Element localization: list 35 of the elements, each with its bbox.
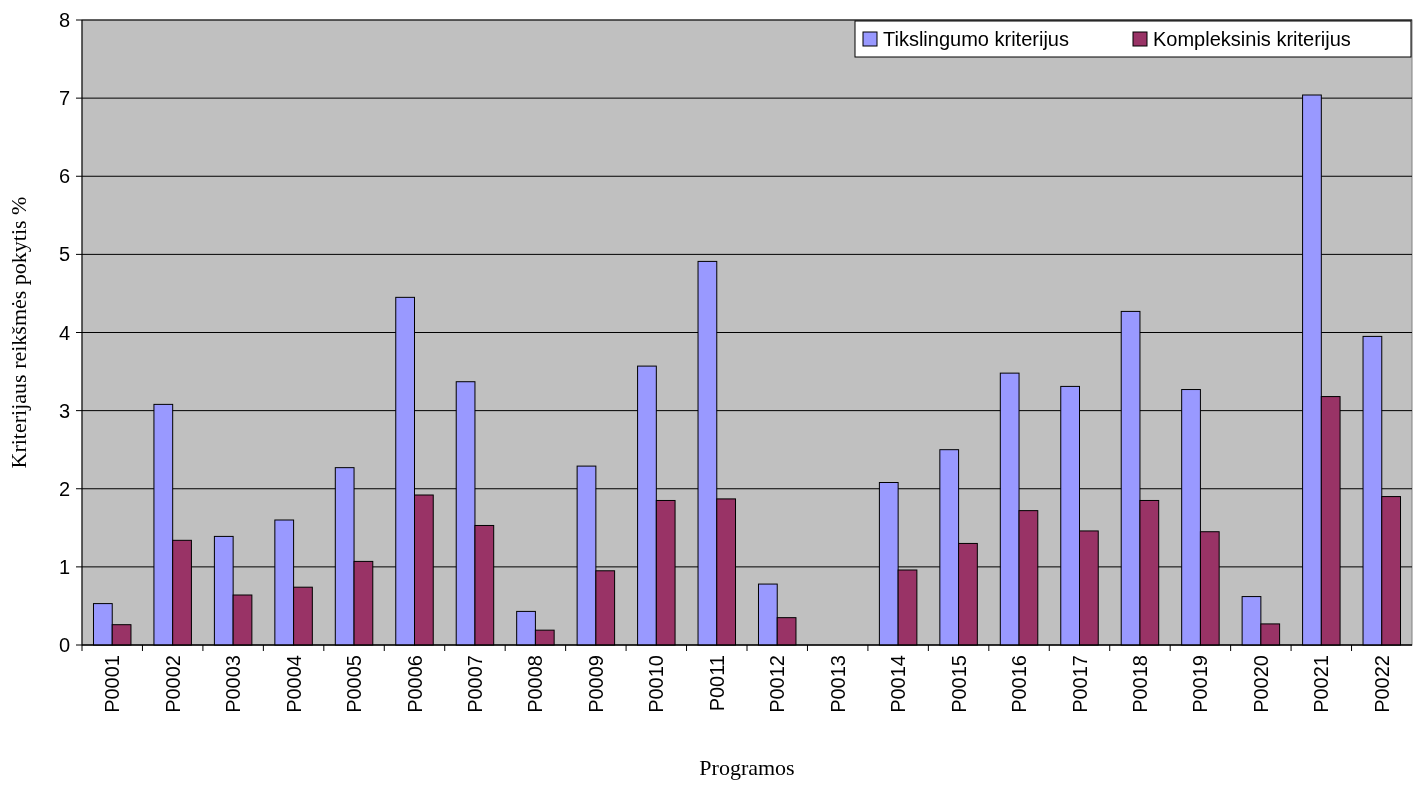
y-tick-label: 8 [58, 9, 70, 31]
y-tick-label: 0 [58, 634, 70, 656]
x-tick-label: P0004 [282, 655, 305, 713]
y-tick-label: 7 [58, 87, 70, 110]
x-tick-label: P0001 [101, 655, 124, 713]
x-tick-label: P0017 [1068, 655, 1091, 713]
x-tick-label: P0007 [463, 655, 486, 713]
x-tick-label: P0018 [1128, 655, 1151, 713]
x-tick-label: P0020 [1249, 655, 1272, 713]
y-tick-label: 6 [58, 165, 70, 188]
x-tick-label: P0015 [947, 655, 970, 713]
y-axis-title: Kriterijaus reikšmės pokytis % [6, 196, 31, 469]
x-tick-label: P0010 [645, 655, 668, 713]
x-tick-label: P0016 [1008, 655, 1031, 713]
x-tick-label: P0005 [343, 655, 366, 713]
x-tick-label: P0003 [222, 655, 245, 713]
x-tick-label: P0019 [1189, 655, 1212, 713]
x-tick-label: P0009 [584, 655, 607, 713]
x-tick-label: P0006 [403, 655, 426, 713]
x-tick-label: P0014 [887, 655, 910, 713]
y-tick-label: 4 [58, 321, 70, 344]
x-tick-label: P0021 [1310, 655, 1333, 713]
y-tick-label: 2 [58, 477, 70, 500]
legend-label: Kompleksinis kriterijus [1153, 28, 1351, 50]
x-tick-label: P0002 [161, 655, 184, 713]
legend-label: Tikslingumo kriterijus [883, 28, 1069, 50]
x-tick-label: P0008 [524, 655, 547, 713]
y-tick-label: 5 [58, 243, 70, 266]
x-axis-title: Programos [699, 755, 795, 780]
x-tick-label: P0022 [1370, 655, 1393, 713]
x-tick-label: P0011 [705, 655, 728, 712]
x-tick-label: P0013 [826, 655, 849, 713]
y-tick-label: 3 [58, 399, 70, 422]
x-tick-label: P0012 [766, 655, 789, 713]
y-tick-label: 1 [58, 555, 70, 578]
